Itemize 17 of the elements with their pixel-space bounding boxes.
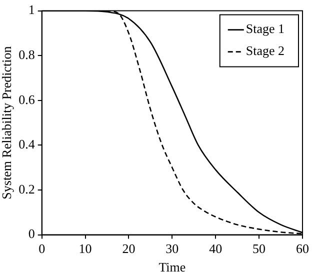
x-tick-label: 30 [166,241,179,256]
x-tick-label: 0 [38,241,46,256]
y-tick-label: 0.4 [18,136,36,152]
y-tick-label: 0.6 [18,92,36,107]
y-axis-title: System Reliability Prediction [0,46,14,200]
x-tick-label: 50 [252,241,266,256]
legend-label: Stage 1 [246,21,285,36]
y-tick-label: 0.2 [18,181,35,196]
x-tick-label: 40 [209,241,222,256]
y-tick-label: 0 [28,226,35,242]
x-tick-label: 10 [78,241,92,256]
y-tick-label: 1 [28,2,35,18]
x-tick-label: 60 [296,241,309,256]
y-tick-label: 0.8 [18,47,35,62]
x-axis-title: Time [158,260,186,275]
legend-label: Stage 2 [246,43,285,58]
x-tick-label: 20 [122,241,136,256]
